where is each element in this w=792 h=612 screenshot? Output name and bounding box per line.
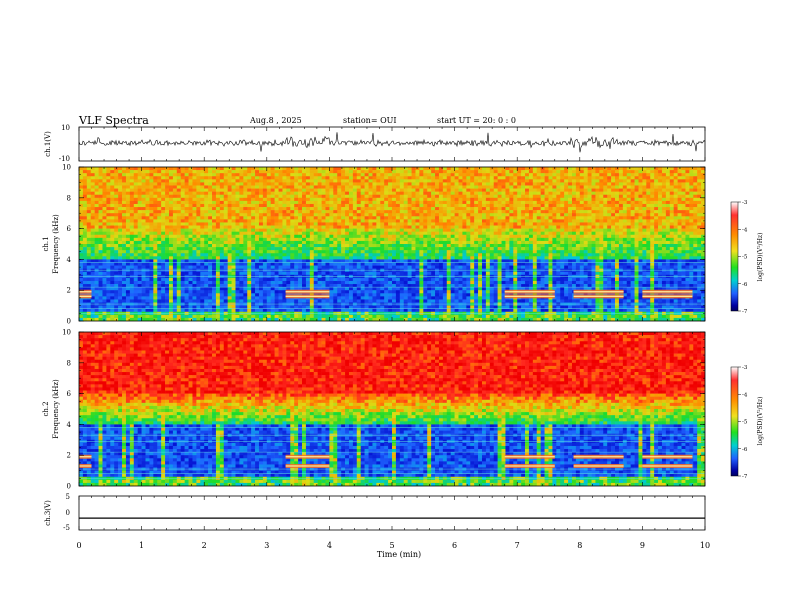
ch1-waveform-frame: [78, 126, 706, 162]
colorbar-tick-label: -5: [742, 420, 748, 426]
ch3-ytick-top: 5: [66, 493, 70, 501]
colorbar-tick-label: -6: [742, 447, 748, 453]
start-time-label: start UT = 20: 0 : 0: [437, 116, 516, 125]
x-tick-label: 8: [577, 541, 582, 550]
ch2-side-label: ch.2: [42, 401, 50, 416]
ch3-waveform-panel: 5 0 -5 ch.3(V): [44, 493, 706, 532]
colorbar-tick-label: -3: [742, 200, 748, 206]
ch1-ylabel: ch.1(V): [44, 131, 52, 157]
ch1-side-label: ch.1: [42, 236, 50, 251]
ch1-colorbar: -3 -4 -5 -6 -7 log(PSD)(V²/Hz): [730, 200, 764, 315]
x-tick-label: 6: [452, 541, 457, 550]
ch2-spectrogram-panel: ch.2 Frequency (kHz): [42, 331, 706, 487]
ch1-ytick-bottom: -10: [59, 155, 70, 163]
x-tick-label: 7: [515, 541, 520, 550]
ch2-colorbar-gradient: [730, 366, 739, 477]
ch3-ylabel: ch.3(V): [44, 500, 52, 526]
freq-tick-label: 4: [67, 421, 72, 429]
colorbar-tick-label: -6: [742, 282, 748, 288]
ch3-waveform-frame: [78, 495, 706, 531]
ch1-spectrogram-image: [79, 167, 705, 321]
ch1-waveform-line: [78, 132, 706, 153]
colorbar-tick-label: -4: [742, 227, 748, 233]
ch3-ytick-bottom: -5: [63, 524, 70, 532]
colorbar-tick-label: -7: [742, 309, 748, 315]
colorbar-tick-label: -4: [742, 392, 748, 398]
freq-tick-label: 6: [67, 225, 72, 233]
freq-tick-label: 8: [67, 194, 71, 202]
ch3-ytick-mid: 0: [66, 509, 70, 517]
x-tick-label: 10: [700, 541, 710, 550]
x-tick-label: 3: [264, 541, 269, 550]
ch1-waveform-panel: 10 -10 ch.1(V): [44, 124, 706, 163]
ch2-colorbar-label: log(PSD)(V²/Hz): [757, 397, 764, 446]
ch2-colorbar: -3 -4 -5 -6 -7 log(PSD)(V²/Hz): [730, 365, 764, 480]
ch2-spectrogram-image: [79, 332, 705, 486]
axis-ticks: 0 1 2 3 4 5 6 7 8 9 10 0 2 4 6 8 10 0 2 4 6 8 10: [62, 127, 710, 550]
ch2-freq-label: Frequency (kHz): [52, 379, 60, 439]
date-label: Aug.8 , 2025: [249, 116, 302, 125]
freq-tick-label: 6: [67, 390, 72, 398]
figure-title: VLF Spectra: [78, 114, 149, 127]
freq-tick-label: 2: [67, 452, 71, 460]
freq-tick-label: 0: [67, 483, 71, 491]
x-axis-label: Time (min): [377, 550, 421, 559]
ch1-ytick-top: 10: [61, 124, 70, 132]
x-tick-label: 1: [139, 541, 144, 550]
colorbar-tick-label: -7: [742, 474, 748, 480]
freq-tick-label: 10: [62, 329, 71, 337]
freq-tick-label: 0: [67, 318, 71, 326]
colorbar-tick-label: -3: [742, 365, 748, 371]
freq-tick-label: 4: [67, 256, 72, 264]
station-label: station= OUI: [343, 116, 397, 125]
ch1-spectrogram-panel: ch.1 Frequency (kHz): [42, 166, 706, 322]
x-tick-label: 2: [202, 541, 207, 550]
x-tick-label: 0: [76, 541, 81, 550]
ch1-colorbar-label: log(PSD)(V²/Hz): [757, 233, 764, 282]
x-tick-label: 4: [327, 541, 332, 550]
x-tick-label: 5: [389, 541, 394, 550]
ch1-colorbar-gradient: [730, 201, 739, 312]
x-tick-label: 9: [640, 541, 645, 550]
colorbar-tick-label: -5: [742, 255, 748, 261]
freq-tick-label: 8: [67, 359, 71, 367]
ch1-freq-label: Frequency (kHz): [52, 214, 60, 274]
freq-tick-label: 10: [62, 164, 71, 172]
freq-tick-label: 2: [67, 287, 71, 295]
